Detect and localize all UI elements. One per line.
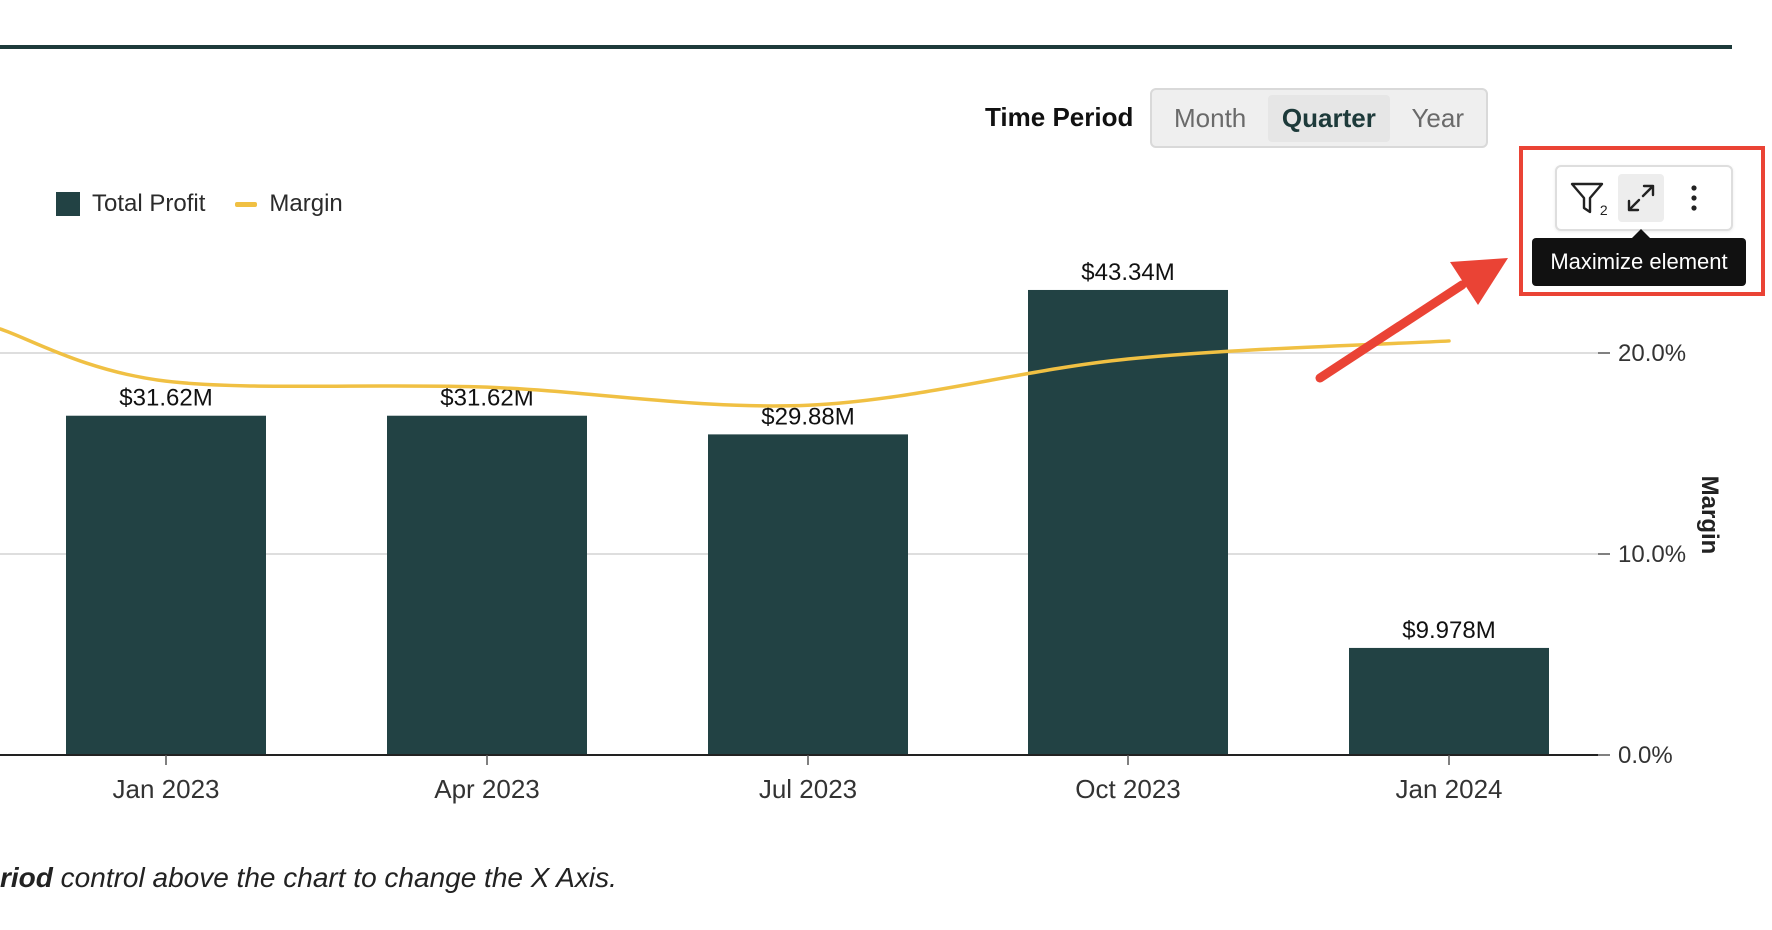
time-period-quarter[interactable]: Quarter <box>1267 94 1390 142</box>
bar-data-label: $29.88M <box>761 403 854 430</box>
chart-footnote: riod control above the chart to change t… <box>0 862 617 894</box>
x-tick-label: Jul 2023 <box>759 774 857 804</box>
time-period-label: Time Period <box>985 102 1134 132</box>
time-period-year[interactable]: Year <box>1411 102 1464 133</box>
more-vertical-icon <box>1691 185 1697 211</box>
x-tick-label: Apr 2023 <box>434 774 540 804</box>
bar <box>387 415 587 755</box>
bar-data-label: $31.62M <box>119 385 212 412</box>
bar-data-label: $43.34M <box>1081 259 1174 286</box>
legend-swatch-bar <box>56 192 80 216</box>
margin-line <box>0 327 1451 408</box>
time-period-month[interactable]: Month <box>1174 102 1247 133</box>
legend-label-margin: Margin <box>269 190 343 217</box>
filter-count-badge: 2 <box>1599 202 1608 218</box>
more-options-button[interactable] <box>1670 174 1717 222</box>
y2-tick-label: 20.0% <box>1618 340 1686 367</box>
bar <box>66 415 266 755</box>
header-divider <box>0 45 1732 49</box>
element-toolbar: 2 <box>1555 165 1733 231</box>
bar <box>708 434 908 755</box>
legend-swatch-line <box>235 201 258 207</box>
maximize-button[interactable] <box>1617 174 1665 222</box>
chart-legend: Total Profit Margin <box>56 190 373 218</box>
y2-axis-label: Margin <box>1696 476 1723 555</box>
maximize-tooltip: Maximize element <box>1532 229 1746 286</box>
y2-tick-label: 10.0% <box>1618 541 1686 568</box>
bar <box>1349 647 1549 755</box>
time-period-selector: Month Quarter Year <box>1150 88 1488 148</box>
bar-data-label: $9.978M <box>1402 617 1495 644</box>
filter-button[interactable]: 2 <box>1565 174 1612 222</box>
legend-item-total-profit[interactable]: Total Profit <box>56 190 205 218</box>
annotation-highlight-box <box>1519 146 1765 296</box>
footnote-text: control above the chart to change the X … <box>52 862 617 893</box>
annotation-arrow-head <box>1450 258 1508 305</box>
footnote-bold-fragment: riod <box>0 862 53 893</box>
x-tick-label: Oct 2023 <box>1075 774 1181 804</box>
legend-item-margin[interactable]: Margin <box>235 190 343 218</box>
x-tick-label: Jan 2024 <box>1396 774 1503 804</box>
filter-icon <box>1571 182 1604 214</box>
x-tick-label: Jan 2023 <box>113 774 220 804</box>
legend-label-total-profit: Total Profit <box>92 190 206 217</box>
y2-tick-label: 0.0% <box>1618 742 1673 769</box>
maximize-icon <box>1627 184 1655 212</box>
annotation-arrow-shaft <box>1315 280 1467 383</box>
